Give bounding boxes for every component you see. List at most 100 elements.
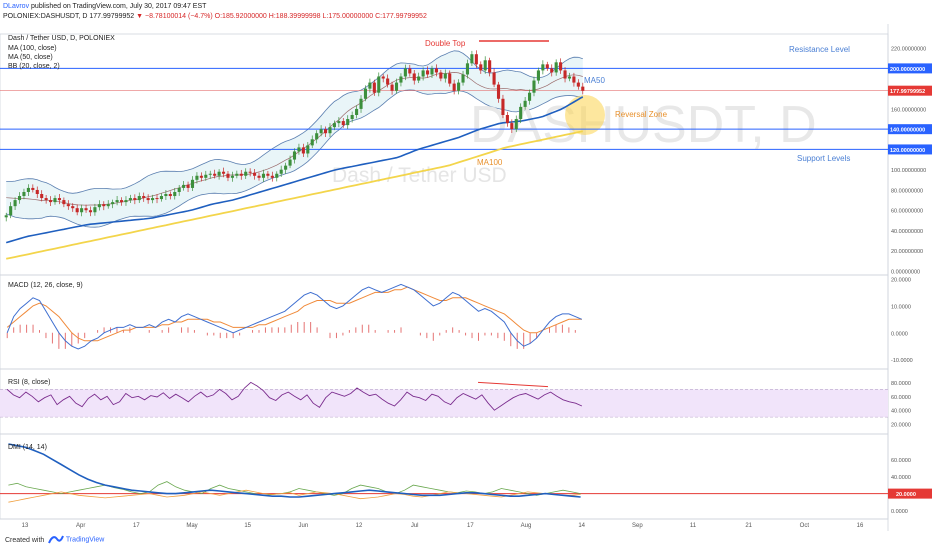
candle	[510, 119, 514, 133]
candle-body	[53, 198, 57, 203]
author-link[interactable]: DLavrov	[3, 3, 30, 10]
candle-body	[288, 159, 292, 166]
candle-body	[470, 54, 474, 64]
candle-body	[581, 86, 585, 91]
candle-body	[567, 76, 572, 79]
candle-body	[341, 121, 345, 126]
candle-body	[253, 172, 257, 176]
candle-body	[519, 106, 523, 120]
candle	[328, 123, 332, 137]
candle	[341, 118, 345, 128]
candle-body	[111, 202, 115, 205]
rsi-tick: 60.0000	[891, 395, 911, 401]
candle-body	[35, 189, 39, 195]
candle	[434, 64, 438, 77]
candle	[97, 200, 101, 211]
candle-body	[88, 210, 93, 213]
candle	[488, 57, 492, 77]
level-label-box	[888, 144, 932, 155]
horizontal-levels	[0, 67, 888, 150]
dmi-tick: 0.0000	[891, 509, 908, 515]
candle-body	[128, 198, 132, 201]
candle	[363, 85, 368, 102]
bb-lower	[6, 89, 583, 228]
candle	[576, 79, 580, 90]
candle	[88, 206, 93, 217]
candle-body	[554, 62, 558, 73]
candle	[394, 78, 399, 94]
candle	[284, 162, 288, 174]
candle	[372, 79, 376, 96]
candle-body	[363, 88, 368, 99]
candle-body	[244, 171, 248, 176]
candle	[483, 56, 487, 74]
candle-body	[323, 129, 328, 134]
candle	[177, 184, 181, 196]
candle-body	[417, 76, 421, 81]
candle-body	[57, 198, 61, 201]
candle-body	[394, 82, 399, 91]
candle-body	[501, 98, 505, 115]
candle-body	[226, 173, 230, 178]
candle-body	[377, 76, 381, 93]
legend-ma100: MA (100, close)	[8, 45, 57, 52]
time-tick: 17	[467, 523, 474, 529]
candle-body	[261, 173, 266, 178]
last-price: 177.99799952	[89, 13, 135, 20]
candle-body	[532, 80, 536, 93]
macd-tick: -10.0000	[891, 358, 913, 364]
candle	[173, 187, 177, 200]
candle	[310, 135, 314, 149]
candle	[430, 65, 434, 78]
candle	[40, 190, 44, 202]
tradingview-icon	[48, 535, 64, 544]
candle	[266, 170, 270, 179]
annotation-support: Support Levels	[797, 154, 850, 163]
dmi-tick: 60.0000	[891, 458, 911, 464]
candle	[235, 170, 239, 179]
candle	[465, 59, 470, 79]
publish-line: DLavrov published on TradingView.com, Ju…	[3, 3, 206, 10]
candle-body	[550, 68, 554, 73]
candle-body	[426, 70, 430, 75]
candle-body	[26, 187, 30, 192]
candle-body	[186, 184, 190, 188]
candle-body	[443, 73, 447, 79]
candle	[350, 111, 354, 123]
candle	[4, 212, 8, 222]
candle-body	[292, 151, 297, 160]
candle-body	[372, 82, 376, 93]
candle-body	[124, 200, 128, 203]
candle-body	[457, 82, 461, 91]
candlesticks	[4, 50, 585, 222]
candle-body	[71, 206, 75, 209]
candle-body	[545, 64, 549, 69]
candle	[559, 58, 563, 74]
candle-body	[275, 173, 279, 178]
candle	[279, 165, 283, 177]
candle	[337, 117, 341, 128]
price-tick: 0.00000000	[891, 270, 920, 276]
candle	[323, 126, 328, 137]
candle-body	[31, 187, 35, 190]
symbol-label: POLONIEX:DASHUSDT, D	[3, 13, 88, 20]
macd-indicator: 20.0000 10.0000 0.0000 -10.0000	[6, 278, 913, 364]
candle	[386, 74, 390, 88]
created-with-text: Created with	[5, 537, 45, 544]
moving-averages	[5, 96, 584, 260]
tradingview-logo[interactable]: TradingView	[48, 534, 104, 545]
chart-area[interactable]: DASHUSDT, D Dash / Tether USD 220.000000…	[0, 24, 932, 531]
candle	[545, 61, 549, 71]
candle	[421, 67, 425, 81]
candle	[53, 195, 57, 205]
candle	[315, 130, 319, 144]
time-tick: Aug	[521, 523, 532, 529]
panel-frame-dmi	[0, 433, 889, 520]
candle	[390, 81, 394, 95]
candle	[426, 66, 430, 78]
candle	[75, 204, 79, 216]
candle-body	[541, 64, 545, 71]
candle-body	[452, 83, 456, 91]
candle	[93, 203, 97, 216]
dmi-minus-line	[8, 489, 581, 503]
